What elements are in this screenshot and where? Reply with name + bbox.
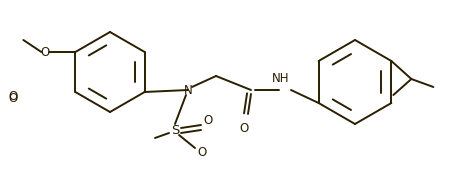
Text: O: O — [197, 146, 206, 158]
Text: NH: NH — [272, 72, 290, 85]
Text: O: O — [40, 45, 49, 58]
Text: O: O — [203, 114, 212, 127]
Text: O: O — [8, 92, 17, 105]
Text: O: O — [239, 122, 248, 135]
Text: S: S — [171, 124, 179, 136]
Text: O: O — [8, 89, 17, 102]
Text: N: N — [184, 83, 192, 96]
